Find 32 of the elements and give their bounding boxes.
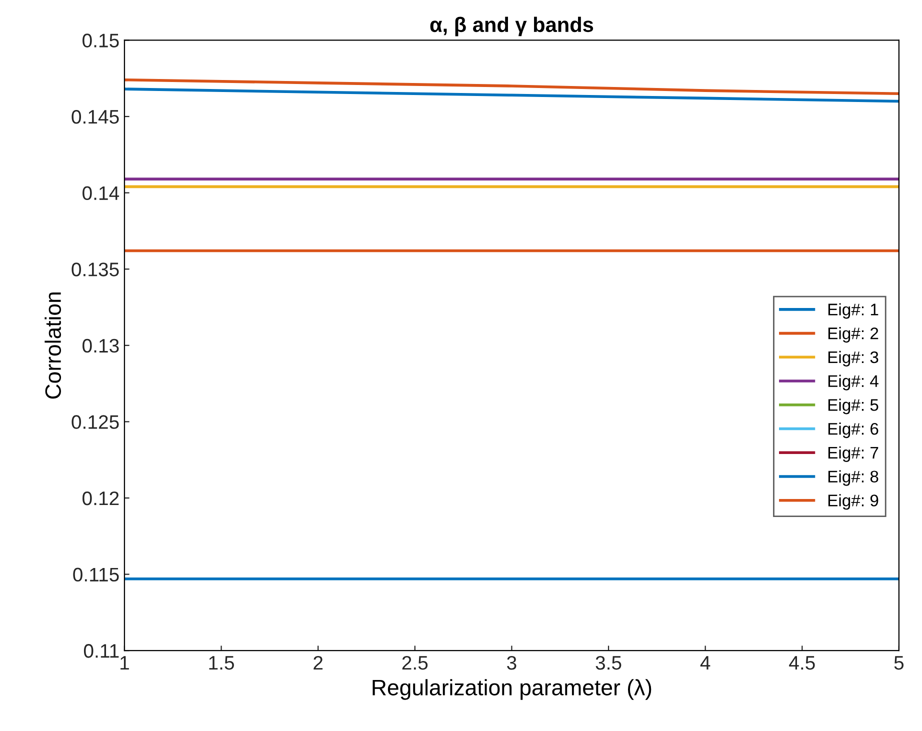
x-tick-label: 2	[314, 656, 323, 670]
x-tick-label: 4.5	[789, 656, 815, 670]
x-tick-label: 1.5	[209, 656, 234, 670]
y-tick-label: 0.13	[82, 338, 119, 353]
legend-label: Eig#: 8	[828, 470, 878, 486]
x-tick-label: 3.5	[596, 656, 622, 670]
legend-label: Eig#: 6	[828, 422, 878, 438]
legend-label: Eig#: 5	[828, 398, 878, 414]
legend-label: Eig#: 9	[828, 494, 878, 510]
y-tick-label: 0.15	[82, 34, 119, 48]
legend-label: Eig#: 3	[828, 350, 878, 366]
y-tick-label: 0.135	[72, 262, 119, 276]
legend-label: Eig#: 4	[828, 374, 878, 390]
y-axis-title: Corrolation	[44, 292, 62, 399]
x-tick-label: 4	[700, 656, 710, 670]
y-tick-label: 0.125	[72, 415, 119, 429]
legend-label: Eig#: 1	[828, 303, 878, 319]
x-tick-label: 1	[120, 656, 129, 670]
x-tick-label: 2.5	[402, 656, 428, 670]
legend-label: Eig#: 2	[828, 327, 878, 343]
y-tick-label: 0.14	[82, 186, 120, 200]
line-series	[124, 78, 899, 96]
y-tick-label: 0.115	[73, 568, 119, 582]
x-axis-title: Regularization parameter (λ)	[372, 679, 652, 700]
x-tick-label: 5	[894, 656, 904, 670]
legend-label: Eig#: 7	[828, 446, 878, 462]
y-tick-label: 0.12	[82, 491, 119, 506]
line-series	[124, 88, 899, 103]
x-tick-label: 3	[507, 656, 516, 670]
y-tick-label: 0.11	[84, 644, 119, 658]
y-tick-label: 0.145	[72, 110, 119, 124]
chart-title: α, β and γ bands	[430, 16, 594, 36]
